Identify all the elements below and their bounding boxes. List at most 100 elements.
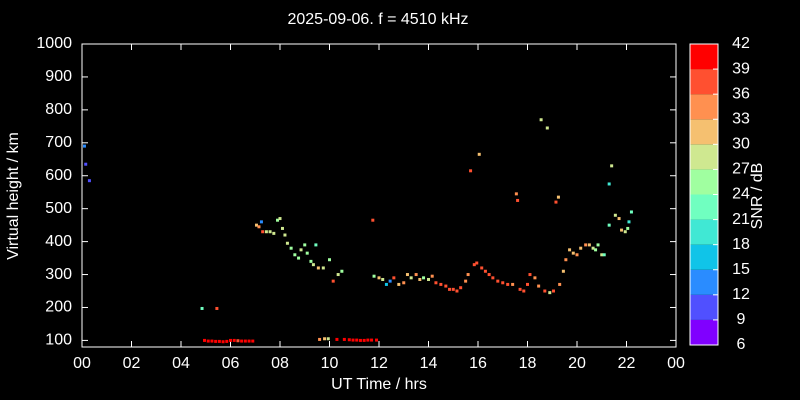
colorbar-tick-label: 21 xyxy=(732,211,750,228)
data-point xyxy=(522,289,526,293)
y-tick-label: 500 xyxy=(45,200,72,217)
data-point xyxy=(631,192,635,196)
data-point xyxy=(466,273,470,277)
data-point xyxy=(210,339,214,343)
data-point xyxy=(591,246,595,250)
y-tick-label: 300 xyxy=(45,266,72,283)
colorbar-tick-label: 12 xyxy=(732,286,750,303)
data-point xyxy=(600,253,604,257)
data-point xyxy=(225,339,229,343)
data-point xyxy=(375,338,379,342)
x-tick-label: 22 xyxy=(618,355,636,372)
data-point xyxy=(384,282,388,286)
colorbar-segment xyxy=(690,69,718,95)
colorbar-segment xyxy=(690,244,718,270)
data-point xyxy=(305,251,309,255)
colorbar-tick-label: 33 xyxy=(732,110,750,127)
data-point xyxy=(261,230,265,234)
data-point xyxy=(629,210,633,214)
data-point xyxy=(388,279,392,283)
data-point xyxy=(289,246,293,250)
data-point xyxy=(314,243,318,247)
x-tick-label: 20 xyxy=(568,355,586,372)
x-tick-label: 12 xyxy=(370,355,388,372)
data-point xyxy=(372,274,376,278)
data-point xyxy=(459,286,463,290)
data-point xyxy=(584,243,588,247)
x-tick-label: 00 xyxy=(667,355,685,372)
data-point xyxy=(336,273,340,277)
data-point xyxy=(251,339,255,343)
data-point xyxy=(377,276,381,280)
colorbar-tick-label: 39 xyxy=(732,60,750,77)
data-point xyxy=(418,277,422,281)
data-point xyxy=(475,261,479,265)
data-point xyxy=(579,246,583,250)
data-point xyxy=(323,337,327,341)
data-point xyxy=(564,258,568,262)
x-tick-label: 18 xyxy=(519,355,537,372)
colorbar-segment xyxy=(690,94,718,120)
data-point xyxy=(272,231,276,235)
data-point xyxy=(575,253,579,257)
data-point xyxy=(347,338,351,342)
data-point xyxy=(571,251,575,255)
data-point xyxy=(480,266,484,270)
data-point xyxy=(214,339,218,343)
x-tick-label: 14 xyxy=(420,355,438,372)
data-point xyxy=(264,230,268,234)
data-point xyxy=(362,338,366,342)
data-point xyxy=(472,263,476,267)
data-point xyxy=(247,339,251,343)
data-point xyxy=(516,198,520,202)
data-point xyxy=(331,279,335,283)
data-point xyxy=(627,220,631,224)
plot-frame xyxy=(81,43,677,348)
x-tick-label: 16 xyxy=(469,355,487,372)
data-point xyxy=(299,248,303,252)
colorbar-tick-label: 42 xyxy=(732,35,750,52)
data-point xyxy=(316,266,320,270)
x-tick-label: 02 xyxy=(123,355,141,372)
data-point xyxy=(626,226,630,230)
data-point xyxy=(200,306,204,310)
y-tick-label: 100 xyxy=(45,332,72,349)
data-point xyxy=(381,277,385,281)
colorbar-segment xyxy=(690,119,718,145)
colorbar-segment xyxy=(690,269,718,295)
data-point xyxy=(405,273,409,277)
data-point xyxy=(610,164,614,168)
data-point xyxy=(392,276,396,280)
data-point xyxy=(501,281,505,285)
data-point xyxy=(321,266,325,270)
data-point xyxy=(326,337,330,341)
colorbar-segment xyxy=(690,169,718,195)
data-point xyxy=(543,289,547,293)
data-point xyxy=(561,269,565,273)
data-point xyxy=(444,284,448,288)
data-point xyxy=(427,277,430,281)
data-point xyxy=(596,243,600,247)
data-point xyxy=(215,306,219,310)
x-axis-label: UT Time / hrs xyxy=(331,376,427,393)
data-point xyxy=(366,338,370,342)
data-point xyxy=(257,225,261,229)
data-point xyxy=(613,213,617,217)
data-point xyxy=(276,218,280,222)
data-point xyxy=(280,226,284,230)
data-point xyxy=(311,263,315,267)
data-point xyxy=(617,217,621,221)
y-tick-label: 800 xyxy=(45,101,72,118)
data-point xyxy=(607,223,611,227)
data-point xyxy=(293,253,297,257)
data-point xyxy=(402,281,406,285)
data-point xyxy=(335,337,339,341)
colorbar-segment xyxy=(690,194,718,220)
data-point xyxy=(518,287,522,291)
colorbar-tick-label: 30 xyxy=(732,136,750,153)
data-point xyxy=(82,144,86,148)
data-point xyxy=(496,279,500,283)
data-point xyxy=(587,243,591,247)
